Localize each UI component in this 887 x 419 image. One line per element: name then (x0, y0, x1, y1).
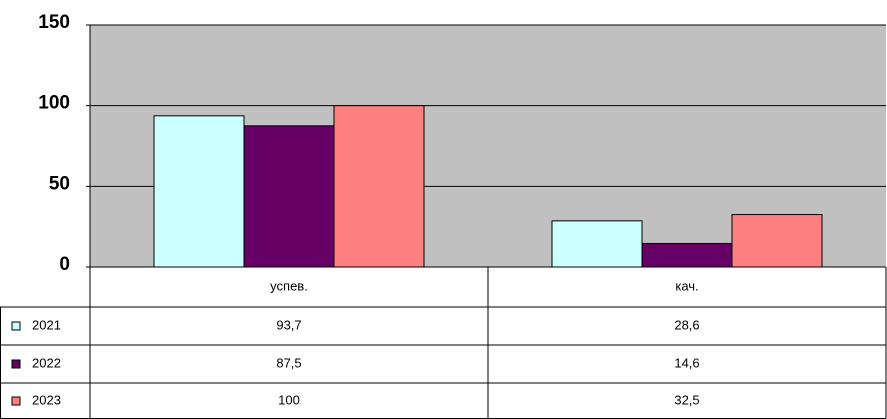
y-tick-label: 0 (59, 254, 70, 275)
legend-label: 2022 (32, 355, 61, 370)
legend-key (11, 321, 21, 331)
y-tick-label: 150 (38, 12, 70, 33)
x-tick-label: успев. (270, 278, 308, 293)
bar (333, 105, 425, 268)
table-cell: 87,5 (276, 355, 301, 370)
legend-label: 2023 (32, 392, 61, 407)
table-cell: 93,7 (276, 317, 301, 332)
legend-key (11, 359, 21, 369)
x-tick-label: кач. (675, 278, 698, 293)
table-cell: 14,6 (674, 355, 699, 370)
bar (731, 214, 823, 268)
table-cell: 32,5 (674, 392, 699, 407)
y-tick-label: 50 (49, 173, 70, 194)
table-cell: 100 (278, 392, 300, 407)
bar (243, 125, 335, 268)
y-tick-label: 100 (38, 93, 70, 114)
legend-label: 2021 (32, 317, 61, 332)
table-cell: 28,6 (674, 317, 699, 332)
bar (153, 115, 245, 268)
legend-key (11, 396, 21, 406)
bar (551, 220, 643, 268)
bar (641, 242, 733, 268)
